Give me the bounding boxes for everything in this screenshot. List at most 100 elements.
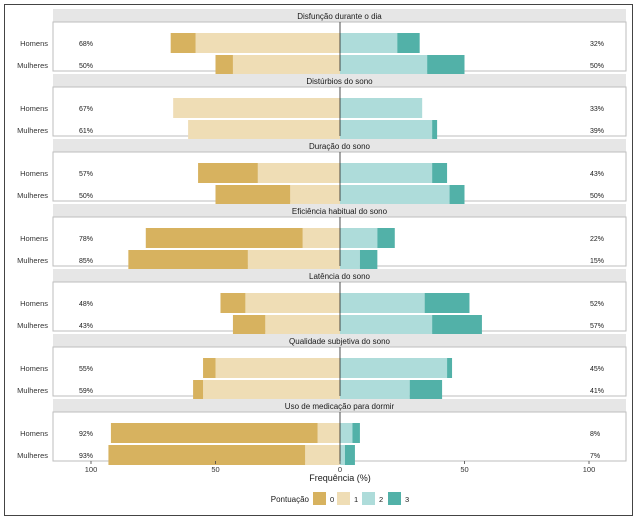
right-pct-latencia-do-sono-mulheres: 57% (590, 323, 604, 330)
panel-title-latencia-do-sono: Latência do sono (309, 272, 370, 281)
right-pct-uso-de-medicacao-para-dormir-mulheres: 7% (590, 453, 600, 460)
bar-qualidade-subjetiva-do-sono-homens-level-2 (340, 358, 448, 378)
bar-qualidade-subjetiva-do-sono-mulheres-level-2 (340, 380, 410, 400)
bar-duracao-do-sono-mulheres-level-3 (449, 185, 465, 205)
bar-latencia-do-sono-mulheres-level-0 (232, 315, 266, 335)
bar-duracao-do-sono-mulheres-level-2 (340, 185, 450, 205)
bar-latencia-do-sono-mulheres-level-2 (340, 315, 433, 335)
bar-uso-de-medicacao-para-dormir-mulheres-level-1 (305, 445, 340, 465)
bar-latencia-do-sono-homens-level-2 (340, 293, 425, 313)
bar-duracao-do-sono-homens-level-1 (257, 163, 340, 183)
panel-title-disfuncao-durante-o-dia: Disfunção durante o dia (297, 12, 382, 21)
panel-strip-disturbios-do-sono (53, 74, 626, 87)
bar-disfuncao-durante-o-dia-mulheres-level-2 (340, 55, 428, 75)
group-label-homens: Homens (20, 169, 48, 178)
right-pct-qualidade-subjetiva-do-sono-homens: 45% (590, 366, 604, 373)
bar-eficiencia-habitual-do-sono-mulheres-level-0 (128, 250, 248, 270)
left-pct-latencia-do-sono-mulheres: 43% (79, 323, 93, 330)
right-pct-disfuncao-durante-o-dia-mulheres: 50% (590, 63, 604, 70)
bar-duracao-do-sono-homens-level-3 (432, 163, 448, 183)
bar-duracao-do-sono-homens-level-0 (198, 163, 258, 183)
group-label-homens: Homens (20, 364, 48, 373)
bar-duracao-do-sono-mulheres-level-0 (215, 185, 291, 205)
right-pct-latencia-do-sono-homens: 52% (590, 301, 604, 308)
x-tick-label-3: 50 (460, 465, 468, 474)
legend-swatch-2 (362, 492, 375, 505)
left-pct-uso-de-medicacao-para-dormir-homens: 92% (79, 431, 93, 438)
legend-label-1: 1 (354, 495, 358, 504)
left-pct-disfuncao-durante-o-dia-mulheres: 50% (79, 63, 93, 70)
bar-latencia-do-sono-mulheres-level-3 (432, 315, 482, 335)
panel-title-uso-de-medicacao-para-dormir: Uso de medicação para dormir (285, 402, 395, 411)
left-pct-qualidade-subjetiva-do-sono-homens: 55% (79, 366, 93, 373)
panel-title-qualidade-subjetiva-do-sono: Qualidade subjetiva do sono (289, 337, 391, 346)
x-tick-label-1: 50 (211, 465, 219, 474)
x-axis-title: Frequência (%) (309, 473, 371, 483)
group-label-homens: Homens (20, 429, 48, 438)
bar-uso-de-medicacao-para-dormir-mulheres-level-0 (108, 445, 306, 465)
bar-disfuncao-durante-o-dia-homens-level-1 (195, 33, 340, 53)
group-label-homens: Homens (20, 234, 48, 243)
bar-eficiencia-habitual-do-sono-mulheres-level-1 (247, 250, 340, 270)
bar-latencia-do-sono-mulheres-level-1 (265, 315, 340, 335)
bar-disfuncao-durante-o-dia-homens-level-3 (397, 33, 420, 53)
left-pct-disturbios-do-sono-mulheres: 61% (79, 128, 93, 135)
bar-qualidade-subjetiva-do-sono-homens-level-1 (215, 358, 340, 378)
bar-uso-de-medicacao-para-dormir-mulheres-level-2 (340, 445, 345, 465)
group-label-mulheres: Mulheres (17, 451, 48, 460)
bar-uso-de-medicacao-para-dormir-homens-level-1 (317, 423, 340, 443)
panel-title-eficiencia-habitual-do-sono: Eficiência habitual do sono (292, 207, 388, 216)
left-pct-duracao-do-sono-homens: 57% (79, 171, 93, 178)
left-pct-duracao-do-sono-mulheres: 50% (79, 193, 93, 200)
group-label-mulheres: Mulheres (17, 256, 48, 265)
bar-disturbios-do-sono-mulheres-level-2 (340, 120, 433, 140)
bar-disturbios-do-sono-homens-level-2 (340, 98, 423, 118)
group-label-homens: Homens (20, 104, 48, 113)
panel-strip-qualidade-subjetiva-do-sono (53, 334, 626, 347)
bar-qualidade-subjetiva-do-sono-mulheres-level-3 (409, 380, 443, 400)
right-pct-disfuncao-durante-o-dia-homens: 32% (590, 41, 604, 48)
bar-latencia-do-sono-homens-level-0 (220, 293, 246, 313)
bar-duracao-do-sono-mulheres-level-1 (290, 185, 340, 205)
bar-eficiencia-habitual-do-sono-mulheres-level-2 (340, 250, 360, 270)
bar-latencia-do-sono-homens-level-1 (245, 293, 340, 313)
group-label-homens: Homens (20, 39, 48, 48)
left-pct-qualidade-subjetiva-do-sono-mulheres: 59% (79, 388, 93, 395)
legend-swatch-3 (388, 492, 401, 505)
bar-uso-de-medicacao-para-dormir-homens-level-0 (110, 423, 318, 443)
left-pct-eficiencia-habitual-do-sono-homens: 78% (79, 236, 93, 243)
panel-strip-latencia-do-sono (53, 269, 626, 282)
bar-qualidade-subjetiva-do-sono-mulheres-level-0 (193, 380, 204, 400)
right-pct-duracao-do-sono-mulheres: 50% (590, 193, 604, 200)
x-tick-label-2: 0 (338, 465, 342, 474)
bar-uso-de-medicacao-para-dormir-homens-level-2 (340, 423, 353, 443)
bar-eficiencia-habitual-do-sono-homens-level-1 (302, 228, 340, 248)
legend-swatch-1 (337, 492, 350, 505)
left-pct-disturbios-do-sono-homens: 67% (79, 106, 93, 113)
right-pct-disturbios-do-sono-homens: 33% (590, 106, 604, 113)
bar-uso-de-medicacao-para-dormir-mulheres-level-3 (344, 445, 355, 465)
right-pct-uso-de-medicacao-para-dormir-homens: 8% (590, 431, 600, 438)
bar-disfuncao-durante-o-dia-homens-level-0 (170, 33, 196, 53)
panel-title-duracao-do-sono: Duração do sono (309, 142, 370, 151)
bar-disturbios-do-sono-mulheres-level-3 (432, 120, 438, 140)
bar-qualidade-subjetiva-do-sono-mulheres-level-1 (203, 380, 340, 400)
bar-disfuncao-durante-o-dia-mulheres-level-0 (215, 55, 233, 75)
legend-swatch-0 (313, 492, 326, 505)
x-tick-label-0: 100 (85, 465, 98, 474)
right-pct-disturbios-do-sono-mulheres: 39% (590, 128, 604, 135)
group-label-mulheres: Mulheres (17, 321, 48, 330)
bar-qualidade-subjetiva-do-sono-homens-level-0 (203, 358, 216, 378)
group-label-mulheres: Mulheres (17, 386, 48, 395)
group-label-mulheres: Mulheres (17, 126, 48, 135)
bar-eficiencia-habitual-do-sono-homens-level-0 (145, 228, 303, 248)
group-label-mulheres: Mulheres (17, 191, 48, 200)
legend-label-2: 2 (379, 495, 383, 504)
legend-title: Pontuação (271, 495, 310, 504)
bar-disfuncao-durante-o-dia-mulheres-level-3 (427, 55, 465, 75)
left-pct-disfuncao-durante-o-dia-homens: 68% (79, 41, 93, 48)
x-tick-label-4: 100 (583, 465, 596, 474)
panel-strip-disfuncao-durante-o-dia (53, 9, 626, 22)
bar-latencia-do-sono-homens-level-3 (424, 293, 470, 313)
